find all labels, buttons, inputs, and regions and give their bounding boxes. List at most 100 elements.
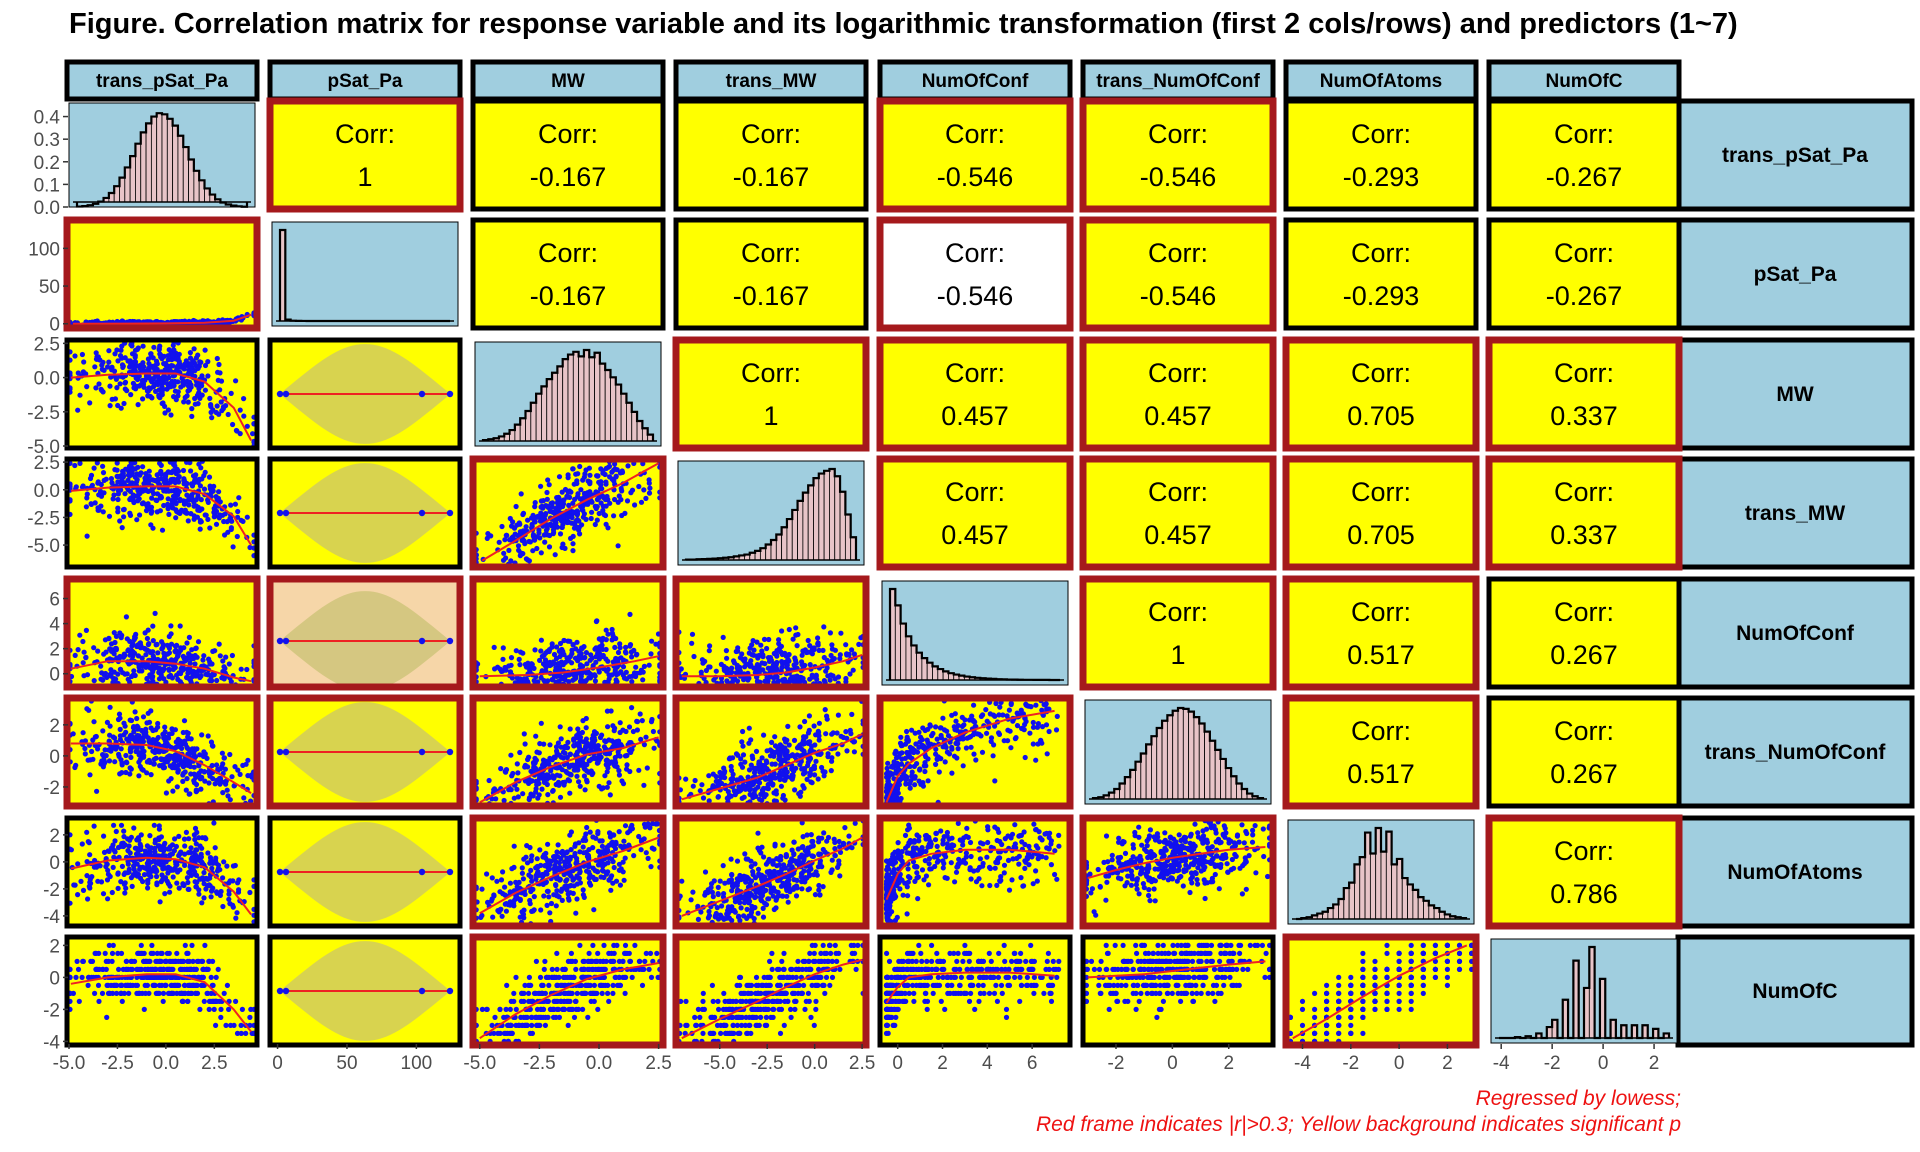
data-point (94, 461, 100, 466)
data-point (124, 760, 130, 766)
data-point (834, 730, 840, 736)
histogram-bar (578, 355, 585, 442)
data-point (197, 526, 203, 532)
data-point (195, 352, 201, 358)
diag-panel-trans_pSat_Pa (68, 102, 256, 208)
strip-right-label: NumOfAtoms (1727, 861, 1862, 884)
data-point (114, 385, 120, 391)
data-point (616, 772, 623, 778)
data-point (227, 797, 233, 803)
data-point (849, 647, 855, 653)
data-point (638, 499, 645, 505)
data-point (606, 737, 612, 743)
data-point (180, 667, 186, 673)
data-point (631, 647, 637, 654)
data-point (759, 755, 765, 761)
data-point (170, 352, 176, 358)
data-point (220, 658, 226, 664)
data-point (707, 664, 713, 670)
data-point (746, 740, 752, 746)
data-point (611, 728, 617, 734)
data-point (145, 480, 151, 486)
data-point (761, 732, 767, 738)
data-point (616, 493, 622, 499)
corr-value: 0.786 (1550, 879, 1618, 909)
data-point (173, 739, 179, 745)
corr-frame (1486, 98, 1682, 212)
data-point (580, 663, 586, 670)
data-point (751, 647, 757, 653)
data-point (577, 783, 583, 789)
corr-background (1491, 461, 1677, 565)
strip-top-box (1283, 59, 1479, 102)
data-point (123, 769, 129, 776)
data-point (612, 461, 618, 467)
data-point (1039, 707, 1045, 713)
histogram-bar (818, 473, 825, 561)
data-point (99, 362, 105, 368)
data-point (573, 646, 579, 652)
data-point (904, 728, 910, 735)
data-point (856, 641, 862, 648)
data-point (162, 410, 168, 416)
data-point (509, 535, 515, 541)
data-point (98, 676, 104, 682)
lowess-line (70, 485, 252, 546)
corr-frame (1282, 575, 1480, 691)
strip-right-pSat_Pa: pSat_Pa (1675, 217, 1915, 331)
data-point (127, 512, 134, 519)
strip-top-label: trans_MW (726, 71, 817, 92)
panel-frame (672, 575, 870, 691)
data-point (127, 679, 133, 685)
data-point (585, 501, 591, 507)
data-point (570, 548, 576, 554)
data-point (706, 773, 712, 779)
data-point (591, 672, 598, 678)
data-point (570, 466, 576, 472)
data-point (583, 762, 589, 768)
data-point (158, 468, 164, 474)
data-point (164, 486, 170, 492)
data-point (586, 670, 592, 676)
data-point (187, 350, 193, 356)
strip-top-MW: MW (470, 59, 666, 102)
data-point (215, 766, 221, 773)
data-point (195, 639, 202, 645)
data-point (520, 510, 527, 516)
data-point (970, 732, 977, 738)
data-point (805, 730, 812, 736)
data-point (173, 656, 179, 662)
data-point (181, 366, 187, 372)
data-point (164, 376, 170, 382)
data-point (791, 737, 798, 744)
data-point (112, 351, 118, 357)
data-point (884, 765, 890, 771)
histogram-bar (150, 116, 158, 203)
data-point (732, 792, 738, 798)
data-point (209, 415, 215, 421)
data-point (488, 533, 494, 539)
data-point (575, 471, 581, 477)
data-point (228, 679, 234, 685)
data-point (111, 368, 118, 374)
data-point (124, 736, 130, 742)
data-point (906, 781, 913, 787)
data-point (166, 778, 172, 784)
data-point (851, 739, 858, 745)
data-point (896, 778, 903, 784)
strip-right-NumOfConf: NumOfConf (1675, 576, 1915, 690)
data-point (128, 717, 135, 724)
data-point (247, 889, 253, 896)
data-point (700, 795, 707, 801)
data-point (205, 359, 211, 365)
corr-label: Corr: (538, 238, 598, 268)
data-point (731, 658, 737, 664)
data-point (147, 740, 153, 746)
data-point (1044, 751, 1050, 757)
strip-right-trans_NumOfConf: trans_NumOfConf (1675, 695, 1915, 809)
data-point (154, 366, 160, 372)
corr-panel-NumOfConf-NumOfC: Corr:0.267 (1486, 576, 1682, 690)
data-point (699, 657, 706, 663)
corr-background (882, 461, 1068, 565)
data-point (162, 729, 168, 735)
